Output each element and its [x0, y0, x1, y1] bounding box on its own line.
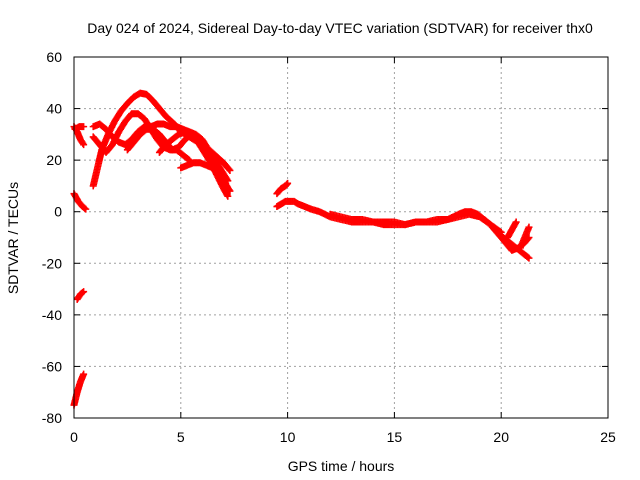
chart-title: Day 024 of 2024, Sidereal Day-to-day VTE…	[87, 20, 593, 36]
y-tick-label: 0	[54, 204, 62, 220]
x-tick-label: 10	[280, 429, 296, 445]
series-arc-n	[326, 210, 505, 236]
data-point	[525, 254, 533, 262]
data-point	[80, 141, 88, 149]
y-tick-label: -40	[42, 307, 62, 323]
x-axis-label: GPS time / hours	[288, 458, 395, 474]
data-point	[224, 192, 232, 200]
x-tick-label: 5	[177, 429, 185, 445]
data-points	[70, 89, 533, 409]
y-tick-label: 40	[46, 101, 62, 117]
y-axis-label: SDTVAR / TECUs	[5, 182, 21, 294]
x-tick-label: 20	[493, 429, 509, 445]
series-arc-p	[504, 218, 520, 241]
data-point	[80, 288, 88, 296]
series-arc-a	[70, 190, 90, 213]
series-arc-q	[516, 223, 533, 252]
data-point	[222, 179, 230, 187]
data-point-fill	[221, 178, 229, 186]
data-point-fill	[225, 165, 233, 173]
data-point-fill	[81, 204, 89, 212]
x-tick-label: 25	[600, 429, 616, 445]
grid	[74, 57, 608, 418]
series-arc-c	[71, 123, 88, 133]
data-point	[80, 370, 88, 378]
data-point-fill	[524, 253, 532, 261]
y-tick-label: -20	[42, 255, 62, 271]
data-point	[284, 179, 292, 187]
data-point	[82, 205, 90, 213]
series-arc-k	[177, 159, 230, 187]
y-tick-label: 20	[46, 152, 62, 168]
ticks: 0 5 10 15 20 25 -80 -60 -40 -20 0 20 40 60	[42, 49, 616, 445]
data-point	[80, 123, 88, 131]
series-arc-l	[273, 179, 292, 198]
data-point	[512, 218, 520, 226]
data-point-fill	[79, 289, 87, 297]
data-point	[525, 223, 533, 231]
plot-frame	[73, 56, 609, 419]
data-point	[226, 166, 234, 174]
y-tick-label: 60	[46, 49, 62, 65]
series-arc-d	[73, 288, 88, 303]
x-tick-label: 0	[70, 429, 78, 445]
y-tick-label: -60	[42, 358, 62, 374]
series-arc-e	[70, 370, 88, 409]
data-point-fill	[79, 139, 87, 147]
x-tick-label: 15	[387, 429, 403, 445]
y-tick-label: -80	[42, 410, 62, 426]
